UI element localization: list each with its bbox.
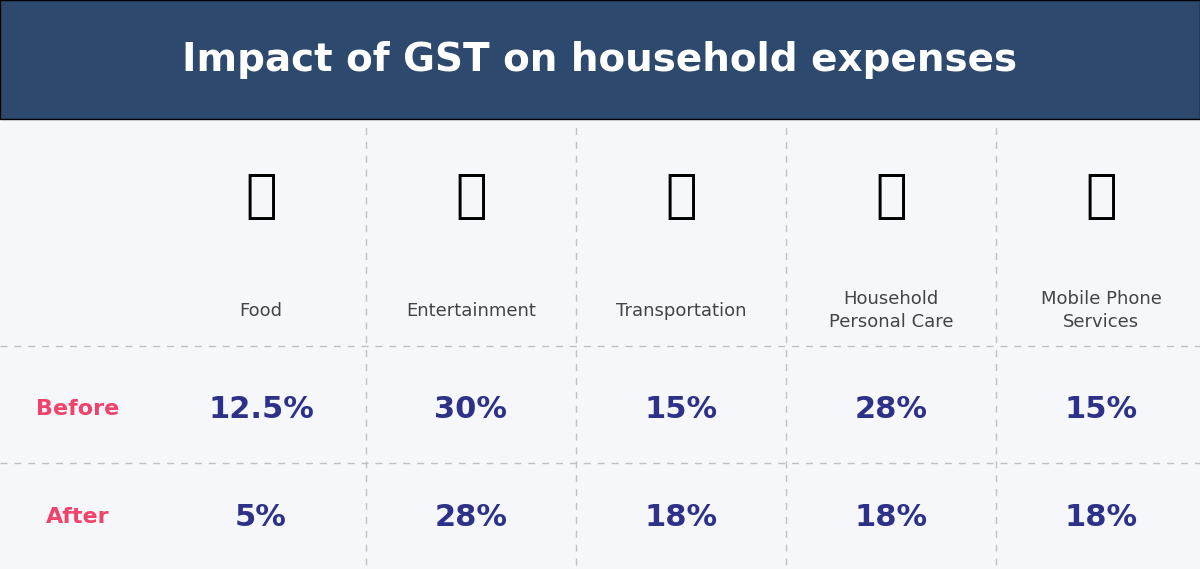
Text: 💄: 💄: [875, 170, 907, 222]
Text: 12.5%: 12.5%: [208, 395, 314, 424]
Text: After: After: [46, 508, 110, 527]
Text: Impact of GST on household expenses: Impact of GST on household expenses: [182, 41, 1018, 79]
Text: Household
Personal Care: Household Personal Care: [829, 290, 953, 331]
Text: 18%: 18%: [854, 503, 928, 532]
Text: 28%: 28%: [434, 503, 508, 532]
Text: 30%: 30%: [434, 395, 508, 424]
Text: Transportation: Transportation: [616, 302, 746, 320]
Text: 18%: 18%: [644, 503, 718, 532]
Text: Mobile Phone
Services: Mobile Phone Services: [1040, 290, 1162, 331]
Text: 🎫: 🎫: [455, 170, 487, 222]
FancyBboxPatch shape: [0, 0, 1200, 119]
Text: 5%: 5%: [235, 503, 287, 532]
Text: Before: Before: [36, 399, 120, 419]
Text: 28%: 28%: [854, 395, 928, 424]
Text: 15%: 15%: [644, 395, 718, 424]
Text: 🚕: 🚕: [665, 170, 697, 222]
Text: 📱: 📱: [1085, 170, 1117, 222]
Text: 18%: 18%: [1064, 503, 1138, 532]
Text: 15%: 15%: [1064, 395, 1138, 424]
Text: Entertainment: Entertainment: [406, 302, 536, 320]
Text: Food: Food: [240, 302, 282, 320]
Text: 🍔: 🍔: [245, 170, 277, 222]
